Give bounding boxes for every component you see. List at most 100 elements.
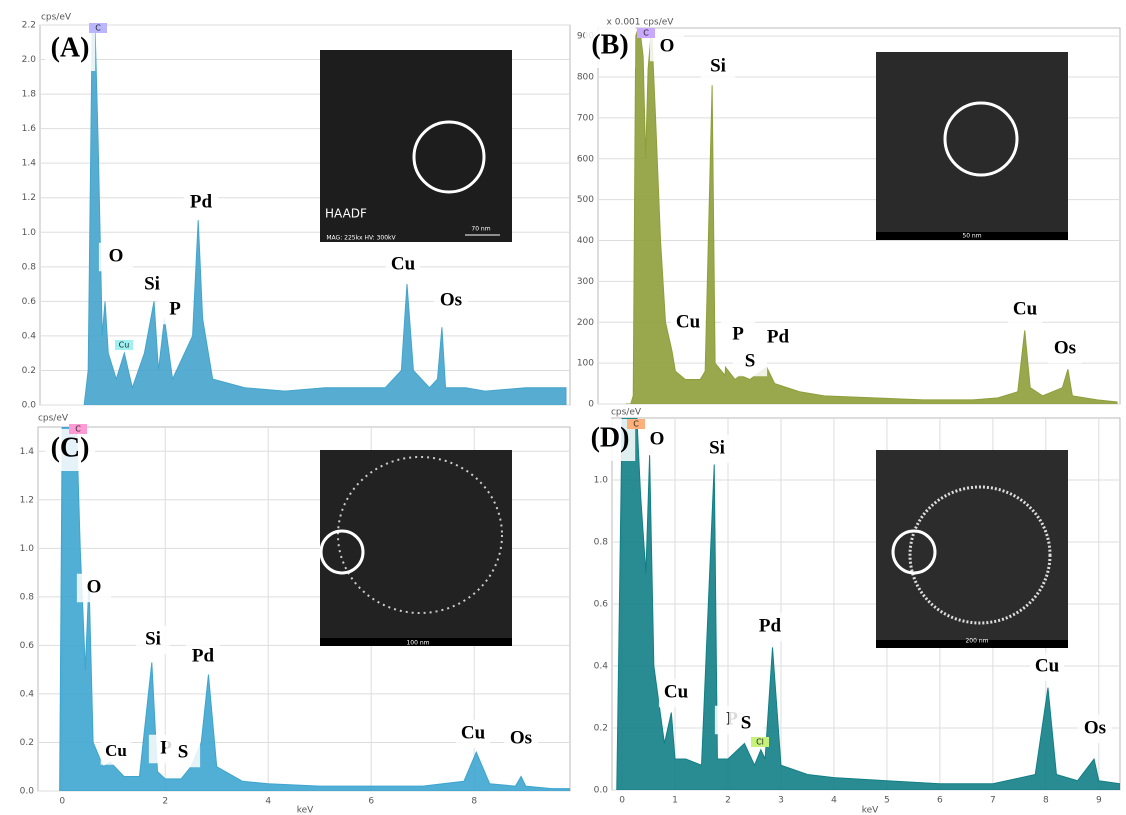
element-label: Pd bbox=[759, 615, 782, 636]
series bbox=[625, 28, 1118, 404]
element-label: S bbox=[178, 741, 189, 762]
y-tick-label: 1.6 bbox=[22, 124, 37, 134]
label-bg bbox=[760, 323, 796, 353]
label-bg bbox=[752, 612, 788, 642]
x-tick-label: 4 bbox=[831, 796, 837, 806]
element-label: O bbox=[109, 245, 124, 266]
x-tick-label: 8 bbox=[1043, 796, 1049, 806]
y-tick-label: 0.6 bbox=[22, 297, 37, 307]
y-tick-label: 0.4 bbox=[20, 689, 35, 699]
label-bg bbox=[44, 29, 96, 71]
label-bg bbox=[135, 625, 171, 655]
label-bg bbox=[670, 308, 706, 338]
label-bg bbox=[584, 26, 636, 68]
y-tick-label: 300 bbox=[577, 277, 594, 287]
element-label: Os bbox=[440, 289, 462, 310]
element-label: Cu bbox=[391, 253, 416, 274]
x-tick-label: 9 bbox=[1096, 796, 1102, 806]
y-tick-label: 0 bbox=[588, 400, 594, 410]
label-bg bbox=[185, 642, 221, 672]
element-label: Os bbox=[1084, 717, 1106, 738]
label-bg bbox=[700, 52, 736, 82]
tag-bg bbox=[115, 340, 133, 350]
x-tick-label: 2 bbox=[725, 796, 731, 806]
element-label: Os bbox=[1054, 337, 1076, 358]
label-bg bbox=[1029, 652, 1065, 682]
y-tick-label: 0.0 bbox=[22, 401, 37, 411]
tag-label: C bbox=[75, 425, 81, 434]
label-bg bbox=[639, 425, 675, 455]
label-bg bbox=[157, 295, 193, 325]
inset-label: 70 nm bbox=[471, 226, 490, 233]
inset-footer bbox=[876, 232, 1068, 240]
element-label: (D) bbox=[591, 422, 630, 453]
element-label: Si bbox=[144, 273, 160, 294]
label-bg bbox=[455, 719, 491, 749]
element-label: Cu bbox=[664, 681, 689, 702]
y-axis-label: x 0.001 cps/eV bbox=[607, 18, 675, 28]
y-tick-label: 0.4 bbox=[594, 662, 609, 672]
y-tick-label: 0.2 bbox=[22, 366, 36, 376]
series bbox=[83, 25, 567, 405]
element-label: Cu bbox=[1035, 655, 1060, 676]
x-tick-label: 4 bbox=[265, 797, 271, 807]
x-tick-label: 0 bbox=[619, 796, 625, 806]
label-bg bbox=[433, 286, 469, 316]
element-label: Si bbox=[145, 628, 161, 649]
element-label: (A) bbox=[51, 32, 90, 63]
y-tick-label: 0.8 bbox=[20, 592, 35, 602]
label-bg bbox=[1047, 334, 1083, 364]
tag-bg bbox=[637, 28, 655, 38]
element-label: Pd bbox=[767, 326, 790, 347]
y-tick-label: 1.2 bbox=[20, 495, 34, 505]
label-bg bbox=[503, 724, 539, 754]
element-label: Os bbox=[510, 727, 532, 748]
inset-label: 100 nm bbox=[406, 640, 429, 647]
y-tick-label: 400 bbox=[577, 236, 594, 246]
y-tick-label: 2.0 bbox=[22, 55, 37, 65]
label-bg bbox=[98, 242, 134, 272]
label-bg bbox=[649, 32, 685, 62]
spectrum bbox=[83, 25, 567, 405]
label-bg bbox=[732, 347, 768, 377]
inset-circle bbox=[412, 120, 486, 194]
tag-label: Cl bbox=[756, 738, 764, 747]
y-tick-label: 0.6 bbox=[594, 600, 609, 610]
inset-footer bbox=[876, 640, 1068, 648]
label-bg bbox=[165, 738, 201, 768]
tag-bg bbox=[751, 737, 769, 747]
tag-bg bbox=[89, 23, 107, 33]
label-bg bbox=[1077, 714, 1113, 744]
label-bg bbox=[100, 739, 132, 765]
element-label: P bbox=[732, 323, 744, 344]
label-bg bbox=[699, 434, 735, 464]
element-label: Pd bbox=[192, 645, 215, 666]
y-axis-label: cps/eV bbox=[611, 408, 642, 418]
label-bg bbox=[134, 270, 170, 300]
x-tick-label: 5 bbox=[884, 796, 890, 806]
y-tick-label: 1.0 bbox=[22, 228, 37, 238]
y-axis-label: cps/eV bbox=[38, 414, 69, 424]
x-tick-label: 6 bbox=[368, 797, 374, 807]
x-tick-label: 7 bbox=[990, 796, 996, 806]
element-label: O bbox=[87, 576, 102, 597]
element-label: S bbox=[741, 712, 752, 733]
inset-circle bbox=[319, 529, 365, 575]
y-tick-label: 800 bbox=[577, 73, 594, 83]
label-bg bbox=[728, 709, 764, 739]
inset-image bbox=[320, 450, 512, 646]
x-tick-label: 8 bbox=[471, 797, 477, 807]
y-tick-label: 200 bbox=[577, 318, 594, 328]
element-label: Cu bbox=[105, 741, 127, 760]
x-tick-label: 6 bbox=[937, 796, 943, 806]
y-tick-label: 1.2 bbox=[22, 193, 36, 203]
inset-label: 200 nm bbox=[965, 638, 988, 645]
element-label: O bbox=[650, 428, 665, 449]
inset-label: HAADF bbox=[325, 207, 367, 221]
y-tick-label: 600 bbox=[577, 154, 594, 164]
tag-bg bbox=[627, 419, 645, 429]
y-tick-label: 0.4 bbox=[22, 331, 37, 341]
element-label: S bbox=[745, 350, 756, 371]
x-tick-label: 1 bbox=[672, 796, 678, 806]
